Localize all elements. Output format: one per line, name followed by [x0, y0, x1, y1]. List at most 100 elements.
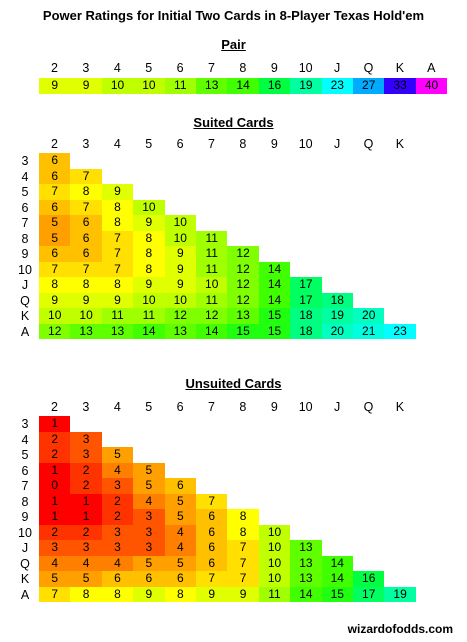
- column-header-A: A: [427, 61, 436, 75]
- column-header-7: 7: [208, 400, 215, 414]
- cell-10-6: 4: [164, 524, 196, 540]
- cell-K-4: 6: [101, 571, 134, 587]
- cell-7-6: 10: [164, 215, 196, 231]
- row-header-7: 7: [21, 479, 29, 493]
- cell-7-4: 3: [101, 478, 134, 494]
- row-header-9: 9: [21, 247, 29, 261]
- cell-9-4: 7: [101, 246, 134, 262]
- cell-J-4: 8: [101, 277, 134, 293]
- cell-8-5: 8: [133, 230, 165, 246]
- column-header-3: 3: [82, 137, 90, 151]
- cell-4-2: 6: [39, 168, 71, 184]
- cell-K-Q: 20: [353, 308, 385, 324]
- column-header-10: 10: [298, 400, 313, 414]
- pair-section-title: Pair: [221, 37, 246, 52]
- cell-Q-3: 9: [70, 292, 102, 308]
- cell-10-8: 8: [227, 524, 259, 540]
- cell-A-7: 9: [196, 586, 228, 602]
- row-header-Q: Q: [20, 293, 30, 308]
- cell-K-10: 13: [290, 571, 322, 587]
- cell-A-3: 13: [70, 323, 102, 339]
- column-header-3: 3: [82, 400, 90, 414]
- cell-9-8: 12: [227, 246, 259, 262]
- column-header-10: 10: [298, 61, 313, 75]
- cell-5-2: 2: [39, 447, 71, 463]
- cell-J-10: 13: [290, 540, 322, 556]
- cell-A-Q: 21: [353, 323, 385, 339]
- cell-J-7: 10: [196, 277, 228, 293]
- cell-A-3: 8: [70, 586, 102, 602]
- cell-Q-J: 14: [321, 555, 353, 571]
- cell-K-3: 5: [70, 571, 102, 587]
- pair-cell-4: 10: [101, 78, 134, 94]
- cell-K-J: 14: [321, 571, 353, 587]
- cell-Q-5: 5: [133, 555, 165, 571]
- cell-A-9: 11: [258, 586, 291, 602]
- cell-9-5: 8: [133, 246, 165, 262]
- column-header-3: 3: [82, 61, 90, 75]
- cell-7-2: 5: [39, 215, 71, 231]
- cell-6-5: 5: [133, 462, 165, 478]
- cell-5-4: 9: [101, 184, 134, 200]
- cell-9-7: 11: [196, 246, 228, 262]
- cell-A-9: 15: [258, 323, 291, 339]
- cell-J-6: 4: [164, 540, 196, 556]
- row-header-10: 10: [18, 262, 32, 277]
- cell-9-5: 3: [133, 509, 165, 525]
- cell-5-2: 7: [39, 184, 71, 200]
- pair-cell-J: 23: [321, 78, 353, 94]
- column-header-4: 4: [113, 137, 121, 151]
- cell-4-2: 2: [39, 431, 71, 447]
- column-header-4: 4: [113, 61, 121, 75]
- cell-K-9: 15: [258, 308, 291, 324]
- column-header-2: 2: [51, 400, 58, 414]
- cell-10-6: 9: [164, 261, 196, 277]
- column-header-8: 8: [239, 400, 247, 414]
- cell-A-10: 18: [290, 323, 322, 339]
- pair-cell-5: 10: [133, 78, 165, 94]
- cell-A-4: 8: [101, 586, 134, 602]
- cell-10-2: 2: [39, 524, 71, 540]
- row-header-J: J: [21, 541, 29, 555]
- cell-5-3: 3: [70, 447, 102, 463]
- column-header-5: 5: [145, 400, 153, 414]
- column-header-Q: Q: [363, 400, 374, 414]
- pair-cell-8: 14: [227, 78, 259, 94]
- column-header-10: 10: [298, 137, 313, 151]
- cell-K-2: 5: [39, 571, 71, 587]
- cell-J-8: 7: [227, 540, 259, 556]
- cell-9-2: 1: [39, 509, 71, 525]
- cell-10-5: 8: [133, 261, 165, 277]
- cell-J-9: 14: [258, 277, 291, 293]
- row-header-J: J: [21, 278, 29, 292]
- column-header-Q: Q: [363, 61, 374, 75]
- cell-Q-7: 6: [196, 555, 228, 571]
- cell-8-5: 4: [133, 493, 165, 509]
- cell-10-3: 2: [70, 524, 102, 540]
- row-header-A: A: [20, 324, 30, 339]
- cell-K-J: 19: [321, 308, 353, 324]
- cell-K-8: 7: [227, 571, 259, 587]
- cell-J-6: 9: [164, 277, 196, 293]
- cell-A-4: 13: [101, 323, 134, 339]
- cell-10-5: 3: [133, 524, 165, 540]
- pair-cell-2: 9: [39, 78, 71, 94]
- cell-A-2: 7: [39, 586, 71, 602]
- column-header-6: 6: [176, 61, 184, 75]
- cell-A-K: 23: [384, 323, 416, 339]
- column-header-5: 5: [145, 137, 153, 151]
- cell-10-9: 14: [258, 261, 291, 277]
- cell-Q-2: 9: [39, 292, 71, 308]
- row-header-3: 3: [21, 417, 29, 431]
- column-header-7: 7: [208, 61, 215, 75]
- row-header-8: 8: [21, 231, 29, 246]
- column-header-J: J: [333, 61, 341, 75]
- cell-K-4: 11: [101, 308, 134, 324]
- cell-Q-6: 10: [164, 292, 196, 308]
- cell-Q-4: 4: [101, 555, 134, 571]
- cell-3-2: 6: [39, 153, 71, 169]
- cell-5-3: 8: [70, 184, 102, 200]
- cell-J-8: 12: [227, 277, 259, 293]
- column-header-J: J: [333, 137, 341, 151]
- cell-7-4: 8: [101, 215, 134, 231]
